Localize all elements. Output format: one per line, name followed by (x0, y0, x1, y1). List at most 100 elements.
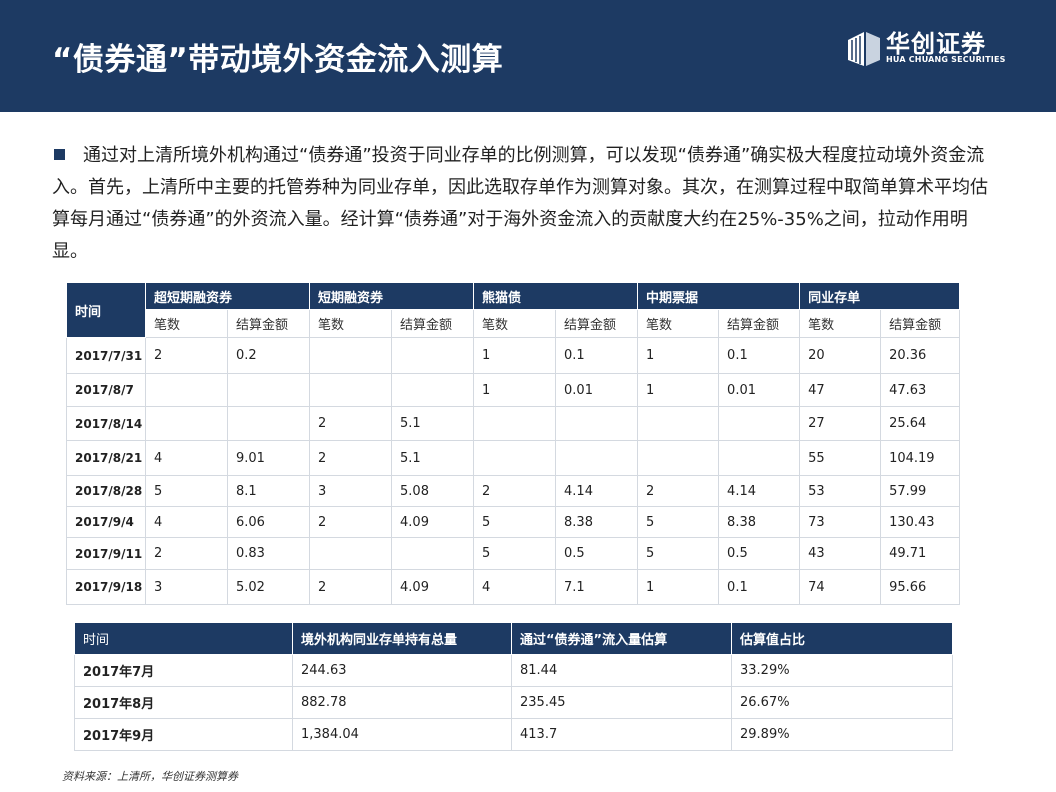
table-cell: 49.71 (880, 537, 961, 570)
table-cell: 26.67% (731, 686, 953, 719)
table-cell: 0.83 (226, 537, 311, 570)
table-cell: 4.09 (391, 506, 475, 538)
table-cell (309, 373, 393, 407)
table-cell (145, 406, 228, 441)
summary-paragraph: 通过对上清所境外机构通过“债券通”投资于同业存单的比例测算，可以发现“债券通”确… (52, 140, 992, 268)
table-cell (718, 406, 801, 441)
table-row: 2017年8月 882.78 235.45 26.67% (74, 686, 953, 719)
table-cell (391, 537, 475, 570)
table-cell: 47.63 (880, 373, 961, 407)
table-cell: 3 (145, 569, 228, 605)
table-cell: 55 (799, 440, 882, 476)
table-group-header-row: 时间 超短期融资券 短期融资券 熊猫债 中期票据 同业存单 (66, 282, 961, 338)
row-month: 2017年9月 (74, 718, 293, 751)
table-row: 2017/8/21 4 9.01 2 5.1 55 104.19 (66, 440, 961, 476)
table-cell: 0.5 (718, 537, 801, 570)
table-row: 2017年9月 1,384.04 413.7 29.89% (74, 718, 953, 751)
table-cell: 33.29% (731, 654, 953, 687)
table-cell: 235.45 (511, 686, 732, 719)
table-cell: 95.66 (880, 569, 961, 605)
table-cell (637, 406, 720, 441)
table-cell: 5.08 (391, 475, 475, 507)
table-cell: 2 (309, 569, 393, 605)
table-cell: 8.1 (226, 475, 311, 507)
logo-emblem-icon (848, 32, 880, 66)
table-cell (473, 406, 557, 441)
table-cell (309, 337, 393, 374)
row-date: 2017/9/18 (66, 569, 146, 605)
table-cell: 882.78 (292, 686, 512, 719)
column-group-header: 熊猫债 (473, 282, 639, 310)
column-subheader: 笔数 (799, 309, 882, 338)
summary-text: 通过对上清所境外机构通过“债券通”投资于同业存单的比例测算，可以发现“债券通”确… (52, 145, 988, 262)
table-cell: 4.14 (555, 475, 639, 507)
table-cell (718, 440, 801, 476)
table-cell: 0.2 (226, 337, 311, 374)
table-cell: 5 (637, 506, 720, 538)
table-cell: 81.44 (511, 654, 732, 687)
table-cell (226, 406, 311, 441)
table-cell: 2 (473, 475, 557, 507)
table-cell: 8.38 (718, 506, 801, 538)
table-cell: 2 (309, 440, 393, 476)
table-cell: 1 (473, 373, 557, 407)
table-row: 2017/9/18 3 5.02 2 4.09 4 7.1 1 0.1 74 95.66 (66, 569, 961, 605)
row-date: 2017/9/4 (66, 506, 146, 538)
table-subheader-row: 笔数 结算金额 笔数 结算金额 笔数 结算金额 笔数 结算金额 笔数 结算金额 (67, 309, 961, 338)
table-cell: 4 (145, 440, 228, 476)
table-cell (391, 337, 475, 374)
inflow-estimate-table: 时间 境外机构同业存单持有总量 通过“债券通”流入量估算 估算值占比 2017年… (74, 622, 953, 751)
table-cell: 57.99 (880, 475, 961, 507)
table-cell: 0.1 (555, 337, 639, 374)
table-cell: 74 (799, 569, 882, 605)
table-cell: 5.02 (226, 569, 311, 605)
table-cell: 5 (637, 537, 720, 570)
table-cell: 5.1 (391, 440, 475, 476)
table-cell: 20.36 (880, 337, 961, 374)
table-cell: 130.43 (880, 506, 961, 538)
column-subheader: 笔数 (145, 309, 228, 338)
table-cell (391, 373, 475, 407)
table-row: 2017/9/4 4 6.06 2 4.09 5 8.38 5 8.38 73 130.43 (66, 506, 961, 538)
table-cell (226, 373, 311, 407)
row-date: 2017/7/31 (66, 337, 146, 374)
column-subheader: 结算金额 (391, 309, 475, 338)
logo-name: 华创证券 (886, 30, 986, 58)
table-cell: 2 (637, 475, 720, 507)
table-cell: 5.1 (391, 406, 475, 441)
table-cell: 0.01 (718, 373, 801, 407)
table-cell: 0.5 (555, 537, 639, 570)
transaction-table: 时间 超短期融资券 短期融资券 熊猫债 中期票据 同业存单 笔数 结算金额 笔数… (66, 282, 961, 605)
table-cell: 244.63 (292, 654, 512, 687)
table-cell: 104.19 (880, 440, 961, 476)
table-cell: 6.06 (226, 506, 311, 538)
table-cell: 25.64 (880, 406, 961, 441)
column-group-header: 中期票据 (637, 282, 801, 310)
table-row: 2017/7/31 2 0.2 1 0.1 1 0.1 20 20.36 (66, 337, 961, 374)
table-cell: 4 (145, 506, 228, 538)
table-cell: 4 (473, 569, 557, 605)
table-cell: 1 (637, 569, 720, 605)
table-row: 2017/8/14 2 5.1 27 25.64 (66, 406, 961, 441)
table-cell: 0.1 (718, 569, 801, 605)
table-cell: 0.1 (718, 337, 801, 374)
table-cell (145, 373, 228, 407)
row-date: 2017/9/11 (66, 537, 146, 570)
title-bar: “债券通”带动境外资金流入测算 华创证券 HUA CHUANG SECURITI… (0, 0, 1056, 112)
table-row: 2017/9/11 2 0.83 5 0.5 5 0.5 43 49.71 (66, 537, 961, 570)
table-cell: 47 (799, 373, 882, 407)
table-cell (637, 440, 720, 476)
table-row: 2017年7月 244.63 81.44 33.29% (74, 654, 953, 687)
table-cell: 4.09 (391, 569, 475, 605)
row-date: 2017/8/7 (66, 373, 146, 407)
table-cell (555, 406, 639, 441)
row-date: 2017/8/21 (66, 440, 146, 476)
table-cell: 5 (473, 506, 557, 538)
table-cell: 1 (637, 337, 720, 374)
table-cell: 9.01 (226, 440, 311, 476)
table-cell: 8.38 (555, 506, 639, 538)
table-cell: 27 (799, 406, 882, 441)
column-header: 通过“债券通”流入量估算 (511, 622, 732, 655)
table-cell: 43 (799, 537, 882, 570)
table-cell: 2 (309, 406, 393, 441)
